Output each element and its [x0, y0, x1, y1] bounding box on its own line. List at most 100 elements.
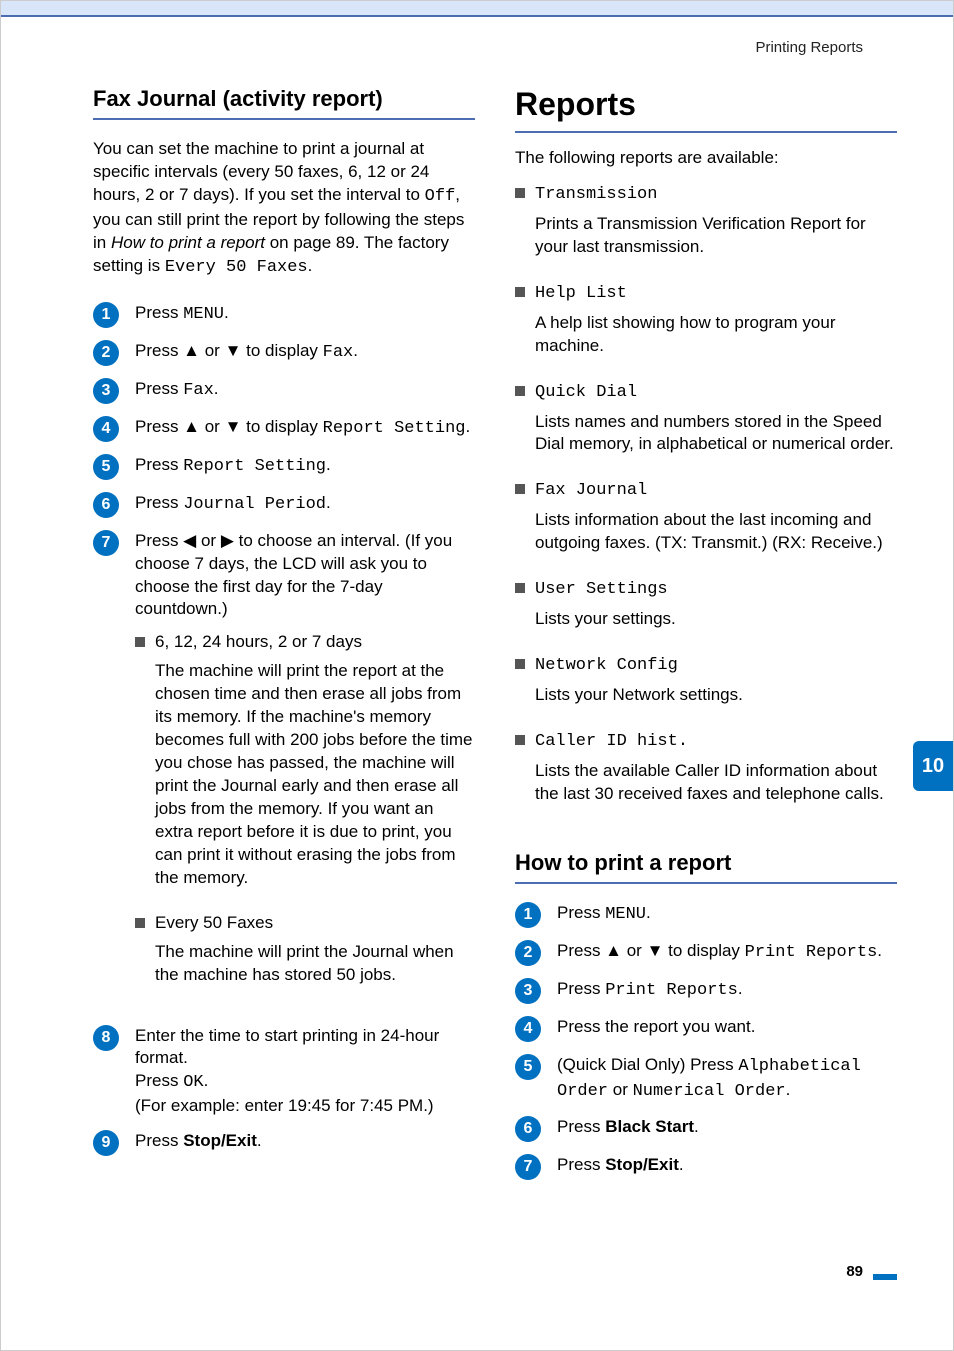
- step-text: Press ▲ or ▼ to display: [135, 417, 323, 436]
- step-8-l2-pre: Press: [135, 1071, 183, 1090]
- step-6-pre: Press: [557, 1117, 605, 1136]
- step-5-code2: Numerical Order: [633, 1082, 786, 1101]
- step-7-sub2: Every 50 Faxes The machine will print th…: [135, 912, 475, 1001]
- step-post: .: [326, 455, 331, 474]
- intro-p1: You can set the machine to print a journ…: [93, 139, 429, 204]
- step-6-post: .: [694, 1117, 699, 1136]
- content-columns: Fax Journal (activity report) You can se…: [1, 56, 953, 1212]
- step-code: Print Reports: [745, 943, 878, 962]
- step-number-icon: 1: [93, 302, 119, 328]
- sub1-title: 6, 12, 24 hours, 2 or 7 days: [155, 631, 475, 654]
- step-7-pre: Press: [557, 1155, 605, 1174]
- right-title: Reports: [515, 86, 897, 133]
- left-step-6: 6 Press Journal Period.: [135, 492, 475, 518]
- right-step-6: 6 Press Black Start.: [557, 1116, 897, 1142]
- step-5-post: .: [786, 1080, 791, 1099]
- step-9-post: .: [257, 1131, 262, 1150]
- step-8-l2-code: OK: [183, 1073, 203, 1092]
- report-code: Network Config: [535, 656, 678, 675]
- step-text: Press: [135, 455, 183, 474]
- report-code: Quick Dial: [535, 383, 637, 402]
- left-step-4: 4 Press ▲ or ▼ to display Report Setting…: [135, 416, 475, 442]
- left-step-5: 5 Press Report Setting.: [135, 454, 475, 480]
- step-code: Report Setting: [183, 457, 326, 476]
- step-number-icon: 6: [515, 1116, 541, 1142]
- step-9-pre: Press: [135, 1131, 183, 1150]
- footer-dash-icon: [873, 1274, 897, 1280]
- left-step-1: 1 Press MENU.: [135, 302, 475, 328]
- intro-italic: How to print a report: [111, 233, 265, 252]
- right-step-3: 3 Press Print Reports.: [557, 978, 897, 1004]
- square-bullet-icon: [135, 637, 145, 647]
- report-desc: Lists your settings.: [535, 608, 897, 631]
- reports-list: Transmission Prints a Transmission Verif…: [515, 182, 897, 820]
- step-code: MENU: [183, 305, 224, 324]
- square-bullet-icon: [515, 583, 525, 593]
- step-number-icon: 7: [93, 530, 119, 556]
- report-code: Caller ID hist.: [535, 732, 688, 751]
- square-bullet-icon: [515, 484, 525, 494]
- report-code: User Settings: [535, 580, 668, 599]
- right-step-7: 7 Press Stop/Exit.: [557, 1154, 897, 1180]
- step-4-text: Press the report you want.: [557, 1016, 897, 1039]
- report-desc: A help list showing how to program your …: [535, 312, 897, 358]
- step-post: .: [877, 941, 882, 960]
- step-post: .: [353, 341, 358, 360]
- step-number-icon: 7: [515, 1154, 541, 1180]
- step-7-bold: Stop/Exit: [605, 1155, 679, 1174]
- step-7-text: Press ◀ or ▶ to choose an interval. (If …: [135, 530, 475, 622]
- report-desc: Lists names and numbers stored in the Sp…: [535, 411, 897, 457]
- square-bullet-icon: [515, 659, 525, 669]
- step-post: .: [214, 379, 219, 398]
- report-item-callerid: Caller ID hist. Lists the available Call…: [515, 729, 897, 820]
- step-code: Report Setting: [323, 419, 466, 438]
- step-8-l3: (For example: enter 19:45 for 7:45 PM.): [135, 1095, 475, 1118]
- page-number: 89: [846, 1263, 863, 1280]
- report-code: Fax Journal: [535, 481, 647, 500]
- report-item-transmission: Transmission Prints a Transmission Verif…: [515, 182, 897, 273]
- top-band: [1, 1, 953, 17]
- step-number-icon: 5: [515, 1054, 541, 1080]
- square-bullet-icon: [515, 287, 525, 297]
- step-code: MENU: [605, 905, 646, 924]
- step-number-icon: 5: [93, 454, 119, 480]
- step-5-mid: or: [608, 1080, 633, 1099]
- step-7-post: .: [679, 1155, 684, 1174]
- step-number-icon: 6: [93, 492, 119, 518]
- report-item-faxjournal: Fax Journal Lists information about the …: [515, 478, 897, 569]
- square-bullet-icon: [515, 735, 525, 745]
- right-step-1: 1 Press MENU.: [557, 902, 897, 928]
- step-8-l1: Enter the time to start printing in 24-h…: [135, 1025, 475, 1071]
- step-text: Press: [135, 379, 183, 398]
- left-intro: You can set the machine to print a journ…: [93, 138, 475, 280]
- report-item-networkconfig: Network Config Lists your Network settin…: [515, 653, 897, 721]
- report-desc: Lists information about the last incomin…: [535, 509, 897, 555]
- report-item-quickdial: Quick Dial Lists names and numbers store…: [515, 380, 897, 471]
- step-post: .: [738, 979, 743, 998]
- intro-code-off: Off: [425, 187, 456, 206]
- step-text: Press: [135, 493, 183, 512]
- step-code: Print Reports: [605, 981, 738, 1000]
- header-section-label: Printing Reports: [1, 17, 953, 56]
- report-item-helplist: Help List A help list showing how to pro…: [515, 281, 897, 372]
- square-bullet-icon: [515, 386, 525, 396]
- chapter-tab: 10: [913, 741, 953, 791]
- step-number-icon: 3: [515, 978, 541, 1004]
- right-step-5: 5 (Quick Dial Only) Press Alphabetical O…: [557, 1054, 897, 1104]
- square-bullet-icon: [135, 918, 145, 928]
- step-text: Press ▲ or ▼ to display: [135, 341, 323, 360]
- square-bullet-icon: [515, 188, 525, 198]
- step-text: Press: [557, 903, 605, 922]
- left-column: Fax Journal (activity report) You can se…: [93, 86, 475, 1192]
- step-code: Fax: [183, 381, 214, 400]
- step-7-sub1: 6, 12, 24 hours, 2 or 7 days The machine…: [135, 631, 475, 903]
- step-text: Press ▲ or ▼ to display: [557, 941, 745, 960]
- report-code: Help List: [535, 284, 627, 303]
- step-post: .: [224, 303, 229, 322]
- left-step-7: 7 Press ◀ or ▶ to choose an interval. (I…: [135, 530, 475, 1013]
- step-code: Fax: [323, 343, 354, 362]
- right-column: Reports The following reports are availa…: [515, 86, 897, 1192]
- left-step-2: 2 Press ▲ or ▼ to display Fax.: [135, 340, 475, 366]
- step-8-l2-post: .: [204, 1071, 209, 1090]
- step-post: .: [326, 493, 331, 512]
